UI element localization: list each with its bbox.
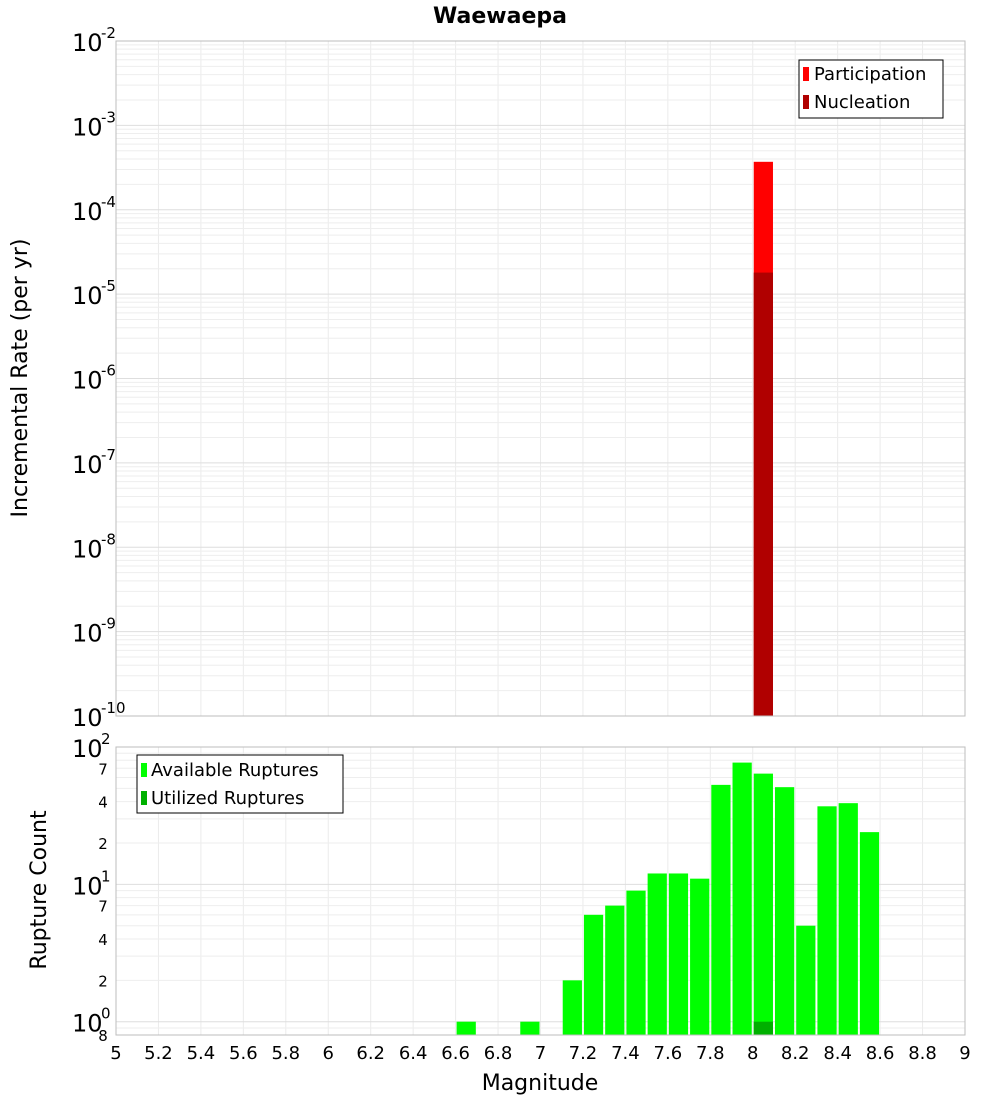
count-legend-box (136, 754, 344, 814)
magnitude-x-tick-label: 5.4 (187, 1043, 216, 1064)
count-y-tick-label: 10 (72, 1010, 103, 1038)
count-bar-available-ruptures (668, 873, 689, 1035)
rate-plot-border (115, 40, 966, 717)
magnitude-x-tick-label: 7.4 (611, 1043, 640, 1064)
rate-legend-entry: Participation (814, 64, 926, 85)
rate-y-tick-label: 10 (72, 113, 103, 141)
count-y-tick-label: 10 (72, 735, 103, 763)
magnitude-x-tick-label: 5.2 (144, 1043, 173, 1064)
magnitude-x-tick-label: 5.8 (271, 1043, 300, 1064)
count-bar-available-ruptures (796, 925, 816, 1035)
magnitude-x-tick-label: 8.4 (823, 1043, 852, 1064)
magnitude-x-tick-label: 6.6 (441, 1043, 470, 1064)
rate-y-tick-exponent: -9 (101, 615, 116, 633)
count-y-minor-tick-label: 4 (98, 794, 108, 812)
count-bar-available-ruptures (690, 878, 710, 1035)
count-bar-available-ruptures (711, 784, 731, 1035)
rate-y-tick-label: 10 (72, 282, 103, 310)
count-y-minor-tick-label: 8 (98, 1027, 108, 1045)
count-bar-available-ruptures (583, 914, 604, 1035)
count-bar-available-ruptures (732, 762, 752, 1035)
magnitude-x-tick-label: 7.8 (696, 1043, 725, 1064)
count-y-minor-tick-label: 4 (98, 931, 108, 949)
count-y-tick-exponent: 2 (101, 730, 111, 748)
magnitude-x-tick-label: 8.8 (908, 1043, 937, 1064)
count-bar-available-ruptures (626, 890, 646, 1035)
rate-y-tick-exponent: -5 (101, 277, 116, 295)
count-bar-available-ruptures (605, 905, 625, 1035)
rate-y-tick-label: 10 (72, 367, 103, 395)
count-bar-available-ruptures (753, 773, 773, 1035)
count-bar-available-ruptures (859, 832, 880, 1035)
count-legend: Available Ruptures Utilized Ruptures (136, 754, 344, 814)
rate-y-tick-exponent: -8 (101, 530, 116, 548)
rate-legend-box (798, 59, 944, 119)
magnitude-x-tick-label: 9 (959, 1043, 970, 1064)
magnitude-x-tick-label: 8 (747, 1043, 758, 1064)
count-plot-border (115, 746, 966, 1036)
count-legend-swatch (141, 791, 147, 805)
count-bar-available-ruptures (774, 787, 795, 1035)
magnitude-x-axis-label: Magnitude (482, 1071, 599, 1096)
rate-y-axis-label: Incremental Rate (per yr) (8, 239, 33, 518)
rate-y-tick-label: 10 (72, 704, 103, 732)
count-y-minor-tick-label: 7 (98, 760, 108, 778)
magnitude-x-tick-label: 7.2 (569, 1043, 598, 1064)
count-y-tick-exponent: 0 (101, 1005, 111, 1023)
rate-bar-nucleation (753, 272, 773, 716)
rate-legend-swatch (803, 95, 809, 109)
count-y-tick-label: 10 (72, 872, 103, 900)
rate-legend: Participation Nucleation (798, 59, 944, 119)
rate-y-tick-exponent: -2 (101, 24, 116, 42)
rate-y-tick-exponent: -3 (101, 108, 116, 126)
rate-y-tick-label: 10 (72, 198, 103, 226)
rate-y-tick-label: 10 (72, 535, 103, 563)
rate-y-tick-exponent: -7 (101, 446, 116, 464)
count-legend-entry: Utilized Ruptures (151, 788, 304, 809)
rate-y-tick-exponent: -6 (101, 362, 116, 380)
count-legend-swatch (141, 763, 147, 777)
count-y-minor-tick-label: 2 (98, 835, 108, 853)
rate-legend-entry: Nucleation (814, 92, 910, 113)
count-bar-available-ruptures (838, 803, 858, 1035)
chart-title: Waewaepa (433, 4, 567, 29)
magnitude-x-tick-label: 8.2 (781, 1043, 810, 1064)
magnitude-x-tick-label: 6.2 (356, 1043, 385, 1064)
count-legend-entry: Available Ruptures (151, 760, 319, 781)
count-bar-available-ruptures (562, 980, 582, 1035)
count-bar-available-ruptures (647, 873, 667, 1035)
rate-legend-swatch (803, 67, 809, 81)
rate-panel: 10-210-310-410-510-610-710-810-910-10Par… (72, 24, 966, 732)
count-y-minor-tick-label: 2 (98, 972, 108, 990)
magnitude-x-tick-label: 5 (110, 1043, 121, 1064)
rate-y-tick-label: 10 (72, 451, 103, 479)
magnitude-x-tick-label: 6 (323, 1043, 334, 1064)
rate-y-tick-label: 10 (72, 620, 103, 648)
count-bar-available-ruptures (456, 1021, 476, 1035)
magnitude-x-tick-label: 6.4 (399, 1043, 428, 1064)
count-bar-available-ruptures (520, 1021, 540, 1035)
magnitude-x-tick-label: 5.6 (229, 1043, 258, 1064)
count-bar-available-ruptures (817, 806, 837, 1035)
magnitude-x-tick-label: 6.8 (484, 1043, 513, 1064)
rate-y-tick-exponent: -10 (101, 699, 126, 717)
count-bar-utilized-ruptures (753, 1021, 773, 1035)
count-y-tick-exponent: 1 (101, 867, 111, 885)
count-y-minor-tick-label: 7 (98, 898, 108, 916)
rate-y-tick-exponent: -4 (101, 193, 116, 211)
magnitude-x-tick-label: 7.6 (654, 1043, 683, 1064)
magnitude-x-tick-label: 7 (535, 1043, 546, 1064)
rate-y-tick-label: 10 (72, 29, 103, 57)
magnitude-x-tick-label: 8.6 (866, 1043, 895, 1064)
count-y-axis-label: Rupture Count (27, 810, 52, 970)
